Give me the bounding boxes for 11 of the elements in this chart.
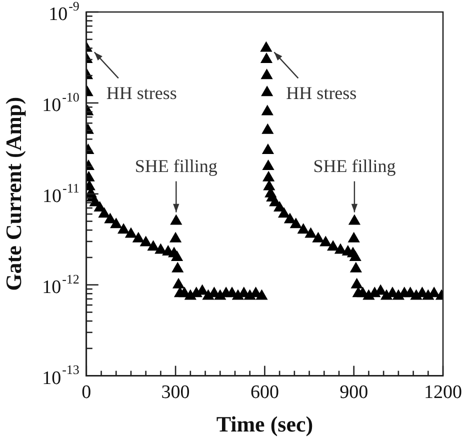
x-tick-label: 1200 <box>424 382 462 404</box>
x-tick-label: 300 <box>161 382 190 404</box>
y-axis-title: Gate Current (Amp) <box>0 96 26 291</box>
annotation: HH stress <box>286 82 357 103</box>
x-tick-label: 900 <box>340 382 368 404</box>
annotation: HH stress <box>106 82 177 103</box>
x-axis-title: Time (sec) <box>216 411 314 436</box>
annotation: SHE filling <box>134 156 218 176</box>
x-tick-label: 600 <box>250 382 279 404</box>
annotation: SHE filling <box>313 156 396 176</box>
x-tick-label: 0 <box>82 382 92 404</box>
